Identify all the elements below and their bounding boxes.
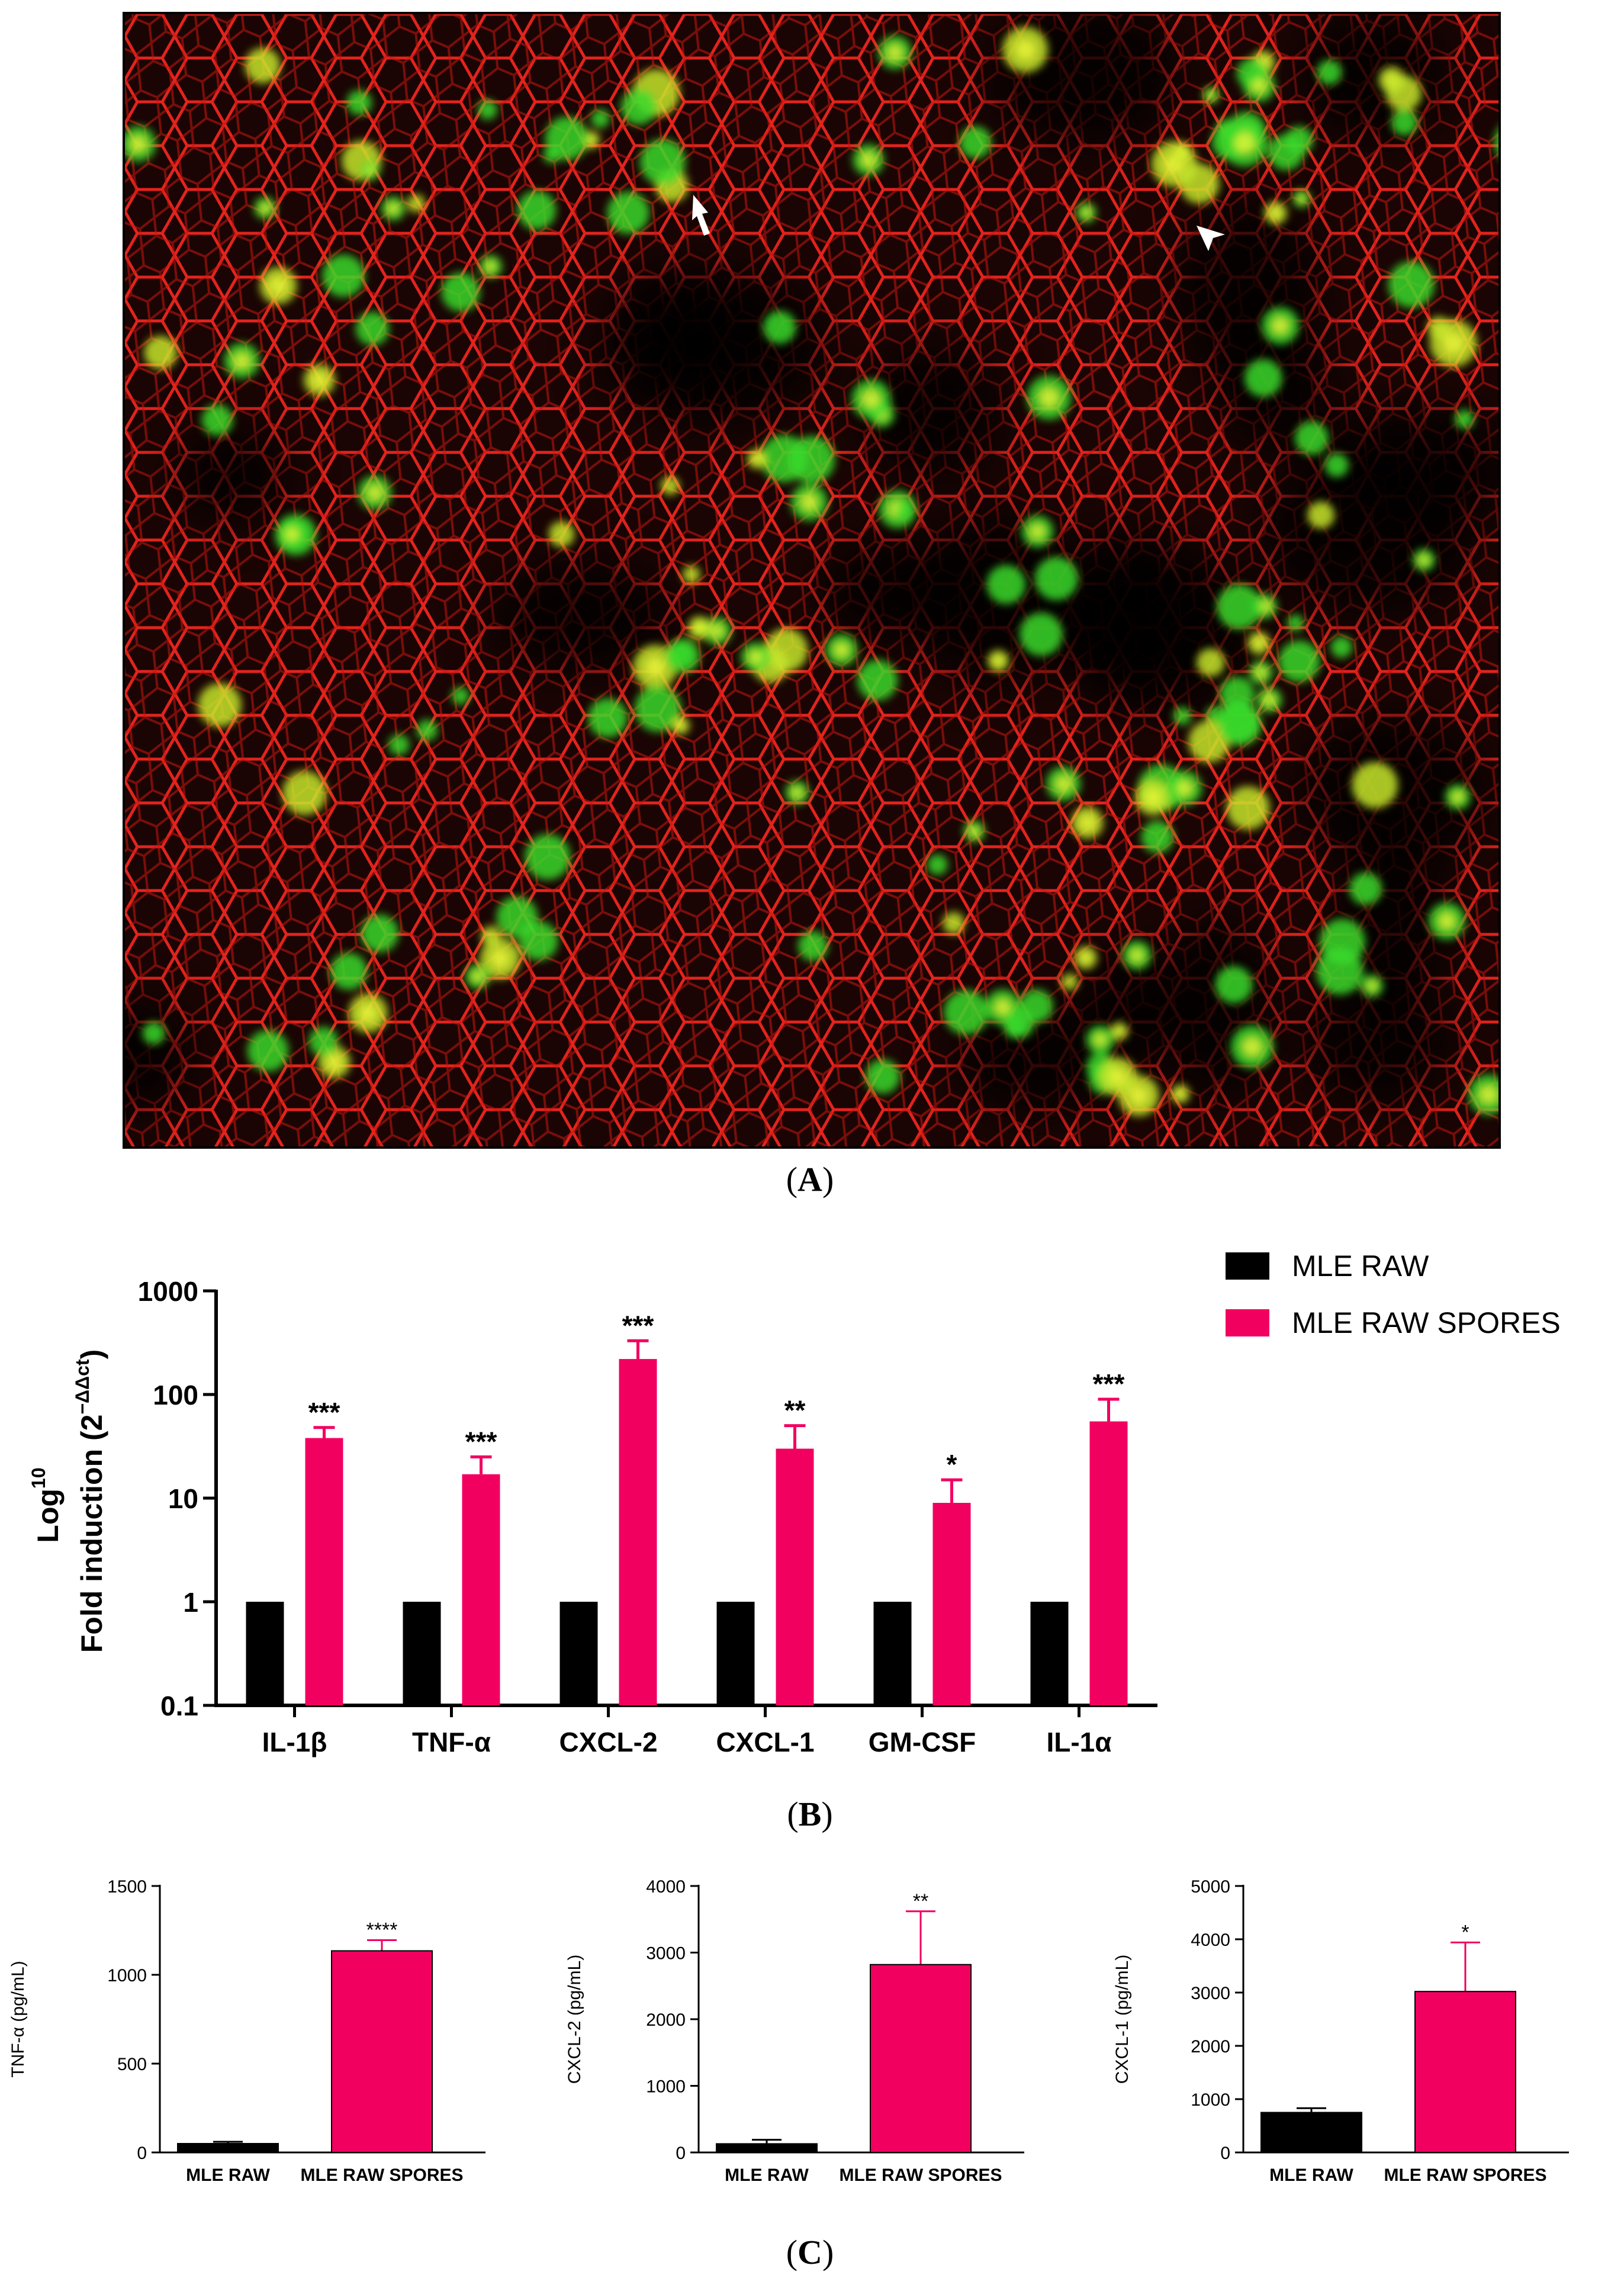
c-ylabel: CXCL-1 (pg/mL)	[1112, 1955, 1132, 2084]
c-bar	[1414, 1991, 1516, 2153]
micrograph-canvas	[125, 14, 1498, 1146]
b-y-tick-label: 1	[183, 1587, 198, 1618]
b-bar-control	[873, 1602, 912, 1705]
c-y-tick-label: 1500	[107, 1877, 147, 1897]
c-y-tick-label: 4000	[1191, 1930, 1230, 1950]
b-category-label: TNF-α	[412, 1727, 491, 1757]
b-bar-spores	[776, 1448, 814, 1705]
b-significance: ***	[622, 1310, 654, 1341]
b-bar-spores	[932, 1503, 971, 1705]
c-y-tick-label: 1000	[107, 1966, 147, 1985]
b-ylabel: Log10 Fold induction (2−ΔΔct)	[18, 1349, 108, 1653]
b-y-tick-label: 1000	[138, 1276, 198, 1307]
legend-item-mle-raw-spores: MLE RAW SPORES	[1226, 1294, 1561, 1351]
b-bar-control	[246, 1602, 284, 1705]
b-category-label: IL-1α	[1046, 1727, 1111, 1757]
c-y-tick-label: 0	[1220, 2144, 1230, 2163]
c-significance: ****	[366, 1919, 398, 1942]
c-category-label: MLE RAW SPORES	[1384, 2165, 1546, 2185]
c-bar	[331, 1950, 433, 2153]
c-y-tick-label: 2000	[1191, 2037, 1230, 2057]
fold-induction-chart: 0.11101001000***IL-1β***TNF-α***CXCL-2**…	[18, 1276, 1157, 1757]
b-bar-spores	[462, 1474, 500, 1705]
b-bar-spores	[1089, 1421, 1128, 1705]
c-y-tick-label: 1000	[646, 2077, 686, 2097]
microscopy-image	[123, 12, 1501, 1149]
c-category-label: MLE RAW SPORES	[300, 2165, 463, 2185]
c-y-tick-label: 2000	[646, 2010, 686, 2030]
c-ylabel: CXCL-2 (pg/mL)	[565, 1955, 584, 2084]
c-y-tick-label: 3000	[646, 1944, 686, 1964]
c-bar	[870, 1964, 972, 2153]
b-category-label: IL-1β	[262, 1727, 327, 1757]
c-y-tick-label: 0	[137, 2144, 147, 2163]
b-y-tick-label: 100	[153, 1380, 198, 1410]
b-bar-control	[1030, 1602, 1069, 1705]
legend-label: MLE RAW	[1292, 1249, 1429, 1283]
panel-c-label: (C)	[786, 2233, 834, 2271]
arrowhead-marker	[1197, 226, 1225, 251]
b-bar-control	[559, 1602, 598, 1705]
elisa-charts: 0 500 1000 1500 TNF-α (pg/mL) MLE RAW **** MLE …	[8, 1877, 1569, 2185]
b-significance: ***	[465, 1426, 497, 1457]
b-y-tick-label: 0.1	[160, 1691, 198, 1721]
b-significance: *	[947, 1449, 957, 1480]
legend-item-mle-raw: MLE RAW	[1226, 1238, 1561, 1294]
b-category-label: CXCL-2	[559, 1727, 657, 1757]
c-y-tick-label: 0	[676, 2144, 686, 2163]
b-category-label: CXCL-1	[716, 1727, 814, 1757]
c-y-tick-label: 5000	[1191, 1877, 1230, 1897]
b-y-tick-label: 10	[168, 1483, 198, 1514]
c-significance: *	[1461, 1921, 1469, 1943]
c-category-label: MLE RAW	[1269, 2165, 1353, 2185]
c-category-label: MLE RAW	[186, 2165, 270, 2185]
b-bar-spores	[305, 1438, 343, 1705]
arrow-marker	[692, 195, 710, 236]
legend-swatch-control	[1226, 1252, 1269, 1280]
c-y-tick-label: 3000	[1191, 1984, 1230, 2003]
b-bar-control	[716, 1602, 755, 1705]
c-y-tick-label: 4000	[646, 1877, 686, 1897]
panel-a-label: (A)	[786, 1160, 834, 1198]
c-category-label: MLE RAW SPORES	[839, 2165, 1002, 2185]
c-bar	[716, 2143, 818, 2153]
c-y-tick-label: 500	[117, 2055, 147, 2074]
c-bar	[177, 2143, 279, 2153]
chart-b-legend: MLE RAW MLE RAW SPORES	[1226, 1238, 1561, 1351]
legend-swatch-spores	[1226, 1309, 1269, 1336]
b-significance: ***	[1093, 1368, 1125, 1399]
panel-b-label: (B)	[787, 1795, 833, 1833]
c-category-label: MLE RAW	[725, 2165, 809, 2185]
b-bar-control	[403, 1602, 441, 1705]
b-category-label: GM-CSF	[869, 1727, 976, 1757]
c-bar	[1260, 2112, 1362, 2153]
b-bar-spores	[619, 1359, 657, 1705]
c-significance: **	[913, 1890, 928, 1913]
c-ylabel: TNF-α (pg/mL)	[8, 1961, 28, 2077]
legend-label: MLE RAW SPORES	[1292, 1306, 1561, 1339]
b-significance: **	[784, 1395, 806, 1426]
b-significance: ***	[308, 1397, 340, 1428]
c-y-tick-label: 1000	[1191, 2090, 1230, 2110]
